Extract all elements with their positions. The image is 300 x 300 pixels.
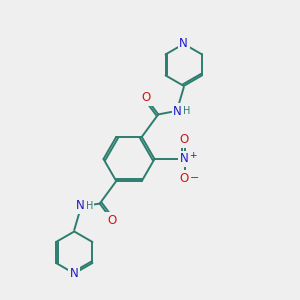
Text: O: O xyxy=(180,172,189,185)
Text: +: + xyxy=(189,151,196,160)
Text: O: O xyxy=(107,214,116,226)
Text: O: O xyxy=(142,92,151,104)
Text: N: N xyxy=(70,267,79,280)
Text: N: N xyxy=(180,152,189,166)
Text: O: O xyxy=(180,133,189,146)
Text: N: N xyxy=(173,105,182,118)
Text: H: H xyxy=(183,106,190,116)
Text: H: H xyxy=(86,201,93,211)
Text: N: N xyxy=(179,38,188,50)
Text: −: − xyxy=(190,173,199,184)
Text: N: N xyxy=(76,200,85,212)
